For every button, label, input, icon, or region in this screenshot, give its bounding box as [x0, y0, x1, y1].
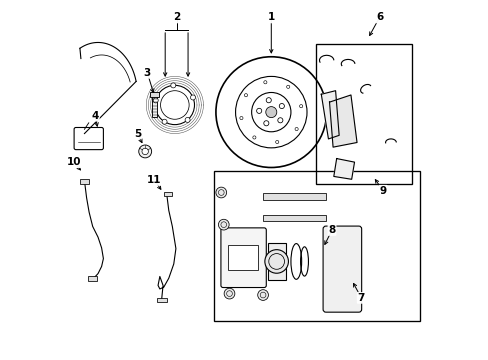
Bar — [263, 215, 325, 221]
Bar — [214, 171, 419, 321]
Text: 11: 11 — [147, 175, 162, 185]
Text: 5: 5 — [133, 129, 141, 139]
Text: 6: 6 — [375, 13, 383, 22]
Circle shape — [216, 187, 226, 198]
Circle shape — [139, 145, 151, 158]
Polygon shape — [333, 158, 354, 179]
Bar — [80, 179, 88, 184]
Bar — [156, 298, 166, 302]
Text: 4: 4 — [91, 111, 99, 121]
Polygon shape — [321, 91, 339, 139]
Text: 10: 10 — [66, 157, 81, 167]
Bar — [315, 44, 411, 184]
Bar — [267, 243, 285, 280]
Bar — [163, 192, 171, 196]
Circle shape — [218, 219, 229, 230]
Text: 7: 7 — [357, 293, 364, 303]
Circle shape — [185, 117, 190, 122]
Circle shape — [162, 119, 167, 124]
Bar — [88, 276, 97, 281]
Text: 1: 1 — [267, 13, 274, 22]
FancyBboxPatch shape — [221, 228, 266, 288]
Circle shape — [190, 95, 195, 100]
Circle shape — [257, 290, 268, 300]
Text: 9: 9 — [379, 186, 386, 196]
Bar — [150, 91, 159, 97]
Circle shape — [265, 107, 276, 118]
FancyBboxPatch shape — [323, 226, 361, 312]
Text: 8: 8 — [328, 225, 335, 235]
Circle shape — [224, 288, 234, 299]
Polygon shape — [329, 95, 356, 147]
Bar — [228, 246, 257, 270]
Text: 2: 2 — [173, 13, 180, 22]
Circle shape — [170, 83, 176, 88]
Bar — [263, 193, 325, 200]
Circle shape — [153, 98, 158, 103]
Circle shape — [142, 148, 148, 155]
Bar — [152, 93, 156, 117]
Circle shape — [264, 249, 288, 273]
Text: 3: 3 — [143, 68, 151, 78]
